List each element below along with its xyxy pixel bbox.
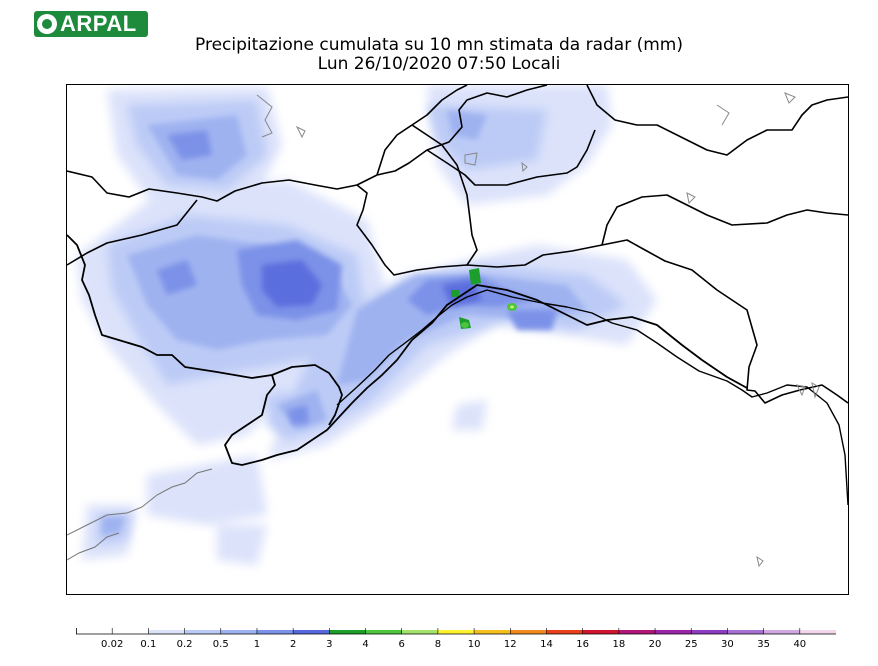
precipitation-legend: 0.02 0.1 0.2 0.5 1 2 3 4 6 8 10 12 14 16 18 20 25 30 35 40: [76, 628, 836, 662]
legend-swatch: [437, 630, 475, 634]
region-boundary: [67, 234, 748, 466]
logo-text: ARPAL: [60, 11, 137, 36]
legend-label: 6: [399, 639, 405, 650]
legend-swatch: [184, 630, 221, 634]
legend-swatch: [256, 630, 294, 634]
legend-label: 35: [757, 639, 770, 650]
arpal-logo-icon: [37, 14, 57, 34]
precipitation-field: [77, 85, 657, 565]
legend-label: 18: [612, 639, 625, 650]
legend-label: 16: [576, 639, 589, 650]
legend-swatch: [727, 630, 764, 634]
legend-label: 0.2: [177, 639, 193, 650]
legend-swatch: [148, 630, 185, 634]
radar-map-canvas: [67, 85, 848, 568]
legend-label: 0.5: [213, 639, 229, 650]
legend-label: 3: [326, 639, 332, 650]
legend-label: 8: [435, 639, 441, 650]
legend-swatch: [220, 630, 257, 634]
legend-label: 0.02: [101, 639, 123, 650]
legend-swatch: [510, 630, 547, 634]
legend-label: 10: [468, 639, 481, 650]
legend-swatch: [691, 630, 728, 634]
legend-label: 25: [685, 639, 698, 650]
legend-swatch: [401, 630, 438, 634]
legend-label: 30: [721, 639, 734, 650]
map-timestamp: Lun 26/10/2020 07:50 Locali: [317, 54, 561, 74]
legend-swatch: [546, 630, 583, 634]
legend-swatch: [799, 630, 836, 634]
legend-label: 12: [504, 639, 517, 650]
radar-map: [66, 84, 849, 595]
legend-label: 1: [254, 639, 260, 650]
legend-label: 2: [290, 639, 296, 650]
legend-label: 20: [649, 639, 662, 650]
province-boundaries: [67, 85, 848, 404]
arpal-logo: ARPAL: [34, 11, 148, 37]
legend-swatch: [763, 630, 800, 634]
lake-outlines: [256, 92, 820, 568]
map-title: Precipitazione cumulata su 10 mn stimata…: [195, 35, 683, 55]
legend-colorbar: 0.02 0.1 0.2 0.5 1 2 3 4 6 8 10 12 14 16 18 20 25 30 35 40: [76, 628, 836, 650]
legend-swatch: [655, 630, 692, 634]
legend-swatch: [293, 630, 330, 634]
legend-swatch: [329, 630, 366, 634]
legend-swatch: [112, 630, 149, 634]
legend-swatch: [365, 630, 402, 634]
legend-label: 14: [540, 639, 553, 650]
legend-swatch: [582, 630, 619, 634]
southern-coastline: [67, 468, 213, 561]
legend-swatch: [618, 630, 656, 634]
legend-label: 4: [362, 639, 368, 650]
legend-swatch: [474, 630, 511, 634]
legend-label: 0.1: [140, 639, 156, 650]
legend-label: 40: [793, 639, 806, 650]
coastline: [336, 289, 848, 506]
legend-swatch: [76, 630, 113, 634]
